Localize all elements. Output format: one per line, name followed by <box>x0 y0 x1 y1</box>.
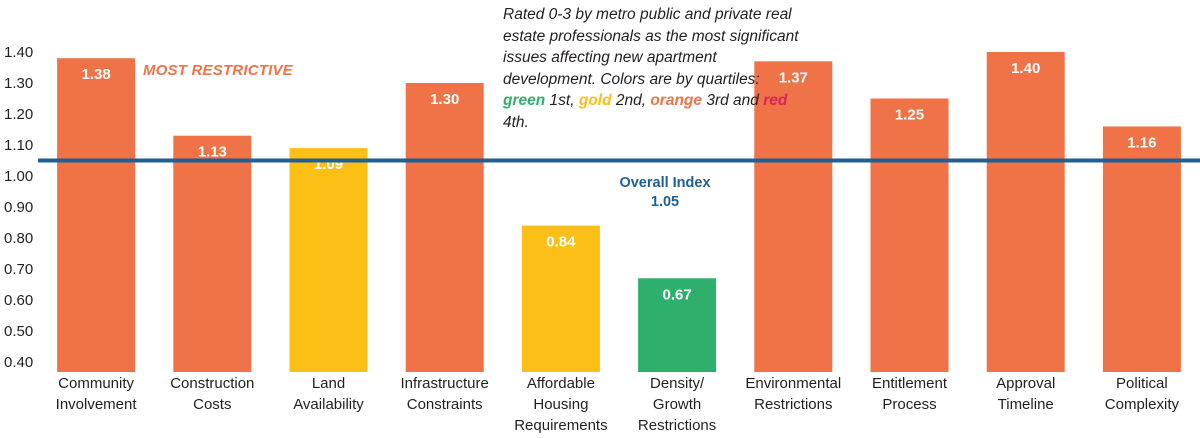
x-category-label: Affordable <box>527 375 595 392</box>
y-tick-label: 1.40 <box>4 44 33 61</box>
chart-note: Rated 0-3 by metro public and private re… <box>503 4 803 133</box>
most-restrictive-annotation: MOST RESTRICTIVE <box>143 62 293 79</box>
x-category-label: Involvement <box>56 396 138 413</box>
bar-value-label: 1.30 <box>430 91 459 108</box>
note-gold-word: gold <box>578 92 612 109</box>
bar-value-label: 0.84 <box>546 234 576 251</box>
bars-group: 1.381.131.091.300.840.671.371.251.401.16 <box>57 52 1181 373</box>
x-category-label: Restrictions <box>754 396 832 413</box>
bar-value-label: 1.38 <box>81 66 110 83</box>
x-category-label: Community <box>58 375 134 392</box>
overall-index-label: Overall Index 1.05 <box>600 174 730 212</box>
x-category-label: Construction <box>170 375 254 392</box>
x-category-label: Land <box>312 375 345 392</box>
overall-index-title: Overall Index <box>619 175 711 191</box>
note-red-rank: 4th. <box>503 113 529 131</box>
bar-value-label: 1.13 <box>198 144 227 161</box>
bar <box>1102 126 1181 373</box>
bar-value-label: 1.40 <box>1011 60 1040 77</box>
x-category-label: Complexity <box>1105 396 1180 413</box>
x-category-label: Political <box>1116 375 1168 392</box>
bar-value-label: 1.37 <box>779 69 808 86</box>
y-tick-label: 0.80 <box>4 230 33 247</box>
bar <box>870 98 949 372</box>
bar <box>986 52 1065 372</box>
bar <box>754 61 833 373</box>
x-category-label: Restrictions <box>638 417 716 434</box>
y-tick-label: 0.70 <box>4 261 33 278</box>
note-green-word: green <box>503 92 546 109</box>
x-category-label: Approval <box>996 375 1055 392</box>
x-category-label: Process <box>882 396 936 413</box>
x-category-label: Growth <box>653 396 701 413</box>
y-tick-label: 0.60 <box>4 292 33 309</box>
bar-value-label: 0.67 <box>662 286 691 303</box>
x-category-label: Requirements <box>514 417 607 434</box>
bar <box>638 278 717 372</box>
note-orange-word: orange <box>650 92 703 109</box>
note-red-word: red <box>763 92 788 109</box>
x-category-label: Infrastructure <box>401 375 489 392</box>
bar <box>405 83 484 372</box>
x-category-label: Timeline <box>998 396 1054 413</box>
bar <box>521 225 600 372</box>
x-category-label: Availability <box>293 396 364 413</box>
bar <box>173 135 252 372</box>
bar <box>289 148 368 372</box>
x-category-label: Environmental <box>745 375 841 392</box>
x-category-label: Entitlement <box>872 375 948 392</box>
bar <box>57 58 136 372</box>
overall-index-value: 1.05 <box>650 194 680 210</box>
x-axis-labels: Community Involvement Construction Costs Lan… <box>56 375 1180 434</box>
note-green-rank: 1st, <box>545 92 579 109</box>
y-tick-label: 0.50 <box>4 323 33 340</box>
x-category-label: Density/ <box>650 375 705 392</box>
bar-value-label: 1.25 <box>895 107 924 124</box>
y-tick-label: 1.20 <box>4 106 33 123</box>
note-gold-rank: 2nd, <box>611 92 651 109</box>
bar-value-label: 1.16 <box>1127 134 1156 151</box>
y-tick-label: 0.40 <box>4 354 33 371</box>
y-tick-label: 0.90 <box>4 199 33 216</box>
y-tick-label: 1.00 <box>4 168 33 185</box>
x-category-label: Constraints <box>407 396 483 413</box>
y-axis: 0.40 0.50 0.60 0.70 0.80 0.90 1.00 1.10 1.20 1.30… <box>4 44 33 371</box>
x-category-label: Housing <box>533 396 588 413</box>
y-tick-label: 1.30 <box>4 75 33 92</box>
note-lead: Rated 0-3 by metro public and private re… <box>503 6 799 88</box>
x-category-label: Costs <box>193 396 231 413</box>
y-tick-label: 1.10 <box>4 137 33 154</box>
note-orange-rank: 3rd and <box>702 92 764 109</box>
